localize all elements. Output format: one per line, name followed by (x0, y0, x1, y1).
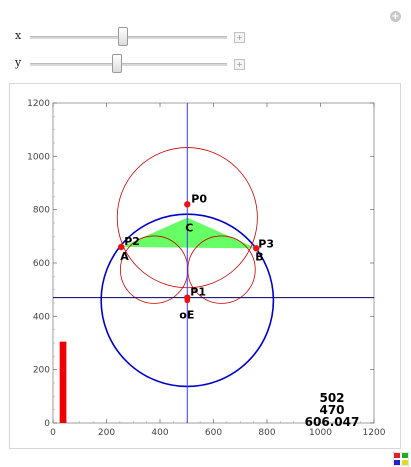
coordinate-readout: 502 470 606.047 (305, 391, 360, 429)
point-label-c: C (185, 222, 193, 235)
slider-y-options-icon[interactable]: + (234, 59, 245, 70)
plot-shapes (53, 103, 374, 423)
point-p0 (184, 201, 191, 208)
x-tick-label: 200 (98, 428, 115, 438)
level-bar (59, 341, 67, 423)
red-circle-right (187, 235, 256, 304)
x-tick-label: 800 (258, 428, 275, 438)
point-p2 (118, 243, 125, 251)
slider-y-thumb[interactable] (111, 54, 122, 73)
slider-x-track[interactable] (30, 36, 227, 39)
y-tick-label: 200 (33, 366, 50, 376)
point-label-p0: P0 (191, 192, 207, 205)
y-tick-label: 400 (33, 312, 50, 322)
y-tick-label: 1200 (27, 99, 50, 109)
slider-x-label: x (15, 29, 22, 42)
plot-svg: 0 200 400 600 800 1000 1200 0 200 400 600 800 1000 12… (27, 99, 386, 438)
x-tick-label: 600 (205, 428, 222, 438)
plot-axes: 0 200 400 600 800 1000 1200 0 200 400 600 800 1000 12… (27, 99, 386, 438)
slider-x-options-icon[interactable]: + (234, 32, 245, 43)
plot-frame (52, 102, 375, 424)
point-label-p1: P1 (190, 286, 206, 299)
slider-x-thumb[interactable] (117, 27, 128, 46)
app-logo-icon (393, 452, 409, 466)
plot-labels: P0 P1 P2 P3 A B CoE (120, 192, 274, 321)
readout-x: 502 (319, 391, 344, 405)
controls-area: + x + y + (0, 0, 411, 80)
plot-panel: 0 200 400 600 800 1000 1200 0 200 400 600 800 1000 12… (9, 83, 401, 449)
point-label-p2: P2 (124, 235, 140, 248)
point-p3 (253, 245, 260, 252)
y-tick-label: 1000 (27, 152, 50, 162)
slider-y-label: y (15, 56, 22, 69)
point-label-oe: oE (179, 308, 194, 321)
point-label-a: A (120, 250, 129, 263)
y-tick-label: 0 (44, 419, 50, 429)
slider-row-y: y + (0, 54, 411, 74)
y-tick-label: 800 (33, 206, 50, 216)
readout-y: 470 (319, 403, 344, 417)
point-label-b: B (255, 250, 263, 263)
y-tick-label: 600 (33, 259, 50, 269)
expand-controls-icon[interactable]: + (390, 11, 401, 22)
readout-distance: 606.047 (305, 415, 360, 429)
slider-row-x: x + (0, 27, 411, 47)
point-label-p3: P3 (258, 237, 274, 250)
x-tick-label: 400 (151, 428, 168, 438)
slider-y-track[interactable] (30, 63, 227, 66)
triangle-abc (121, 217, 257, 249)
x-tick-label: 0 (50, 428, 56, 438)
x-tick-label: 1200 (363, 428, 386, 438)
x-tick-label: 1000 (309, 428, 332, 438)
point-oe (184, 297, 191, 304)
